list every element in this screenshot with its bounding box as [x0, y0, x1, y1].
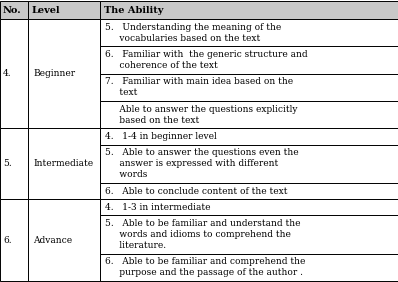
- Text: 4.: 4.: [3, 69, 12, 78]
- Text: Beginner: Beginner: [33, 69, 75, 78]
- Text: 7.   Familiar with main idea based on the: 7. Familiar with main idea based on the: [105, 77, 293, 86]
- Bar: [0, 128, 28, 199]
- Text: answer is expressed with different: answer is expressed with different: [105, 159, 278, 168]
- Text: 4.   1-4 in beginner level: 4. 1-4 in beginner level: [105, 132, 217, 141]
- Bar: [100, 128, 398, 145]
- Text: Intermediate: Intermediate: [33, 159, 93, 168]
- Text: vocabularies based on the text: vocabularies based on the text: [105, 34, 260, 43]
- Text: 5.: 5.: [3, 159, 12, 168]
- Bar: [0, 19, 28, 128]
- Bar: [100, 199, 398, 215]
- Text: words and idioms to comprehend the: words and idioms to comprehend the: [105, 230, 291, 239]
- Text: words: words: [105, 170, 147, 179]
- Text: 6.   Familiar with  the generic structure and: 6. Familiar with the generic structure a…: [105, 50, 308, 59]
- Bar: [100, 254, 398, 281]
- Bar: [0, 199, 28, 281]
- Bar: [28, 128, 100, 199]
- Bar: [28, 1, 100, 19]
- Text: coherence of the text: coherence of the text: [105, 61, 218, 70]
- Text: Advance: Advance: [33, 235, 72, 244]
- Bar: [100, 19, 398, 47]
- Bar: [100, 183, 398, 199]
- Bar: [100, 215, 398, 254]
- Text: 5.   Able to answer the questions even the: 5. Able to answer the questions even the: [105, 148, 298, 157]
- Bar: [28, 19, 100, 128]
- Bar: [28, 199, 100, 281]
- Text: Able to answer the questions explicitly: Able to answer the questions explicitly: [105, 105, 297, 114]
- Text: based on the text: based on the text: [105, 116, 199, 125]
- Text: 5.   Able to be familiar and understand the: 5. Able to be familiar and understand th…: [105, 219, 300, 228]
- Text: No.: No.: [3, 6, 21, 15]
- Text: 5.   Understanding the meaning of the: 5. Understanding the meaning of the: [105, 23, 281, 32]
- Text: 6.   Able to be familiar and comprehend the: 6. Able to be familiar and comprehend th…: [105, 257, 305, 266]
- Bar: [100, 1, 398, 19]
- Text: text: text: [105, 89, 137, 98]
- Bar: [100, 101, 398, 128]
- Bar: [100, 145, 398, 183]
- Text: The Ability: The Ability: [104, 6, 163, 15]
- Text: 6.   Able to conclude content of the text: 6. Able to conclude content of the text: [105, 186, 287, 195]
- Bar: [100, 74, 398, 101]
- Bar: [100, 47, 398, 74]
- Text: 4.   1-3 in intermediate: 4. 1-3 in intermediate: [105, 203, 211, 212]
- Text: literature.: literature.: [105, 241, 166, 250]
- Text: Level: Level: [32, 6, 60, 15]
- Bar: [0, 1, 28, 19]
- Text: purpose and the passage of the author .: purpose and the passage of the author .: [105, 268, 303, 277]
- Text: 6.: 6.: [3, 235, 12, 244]
